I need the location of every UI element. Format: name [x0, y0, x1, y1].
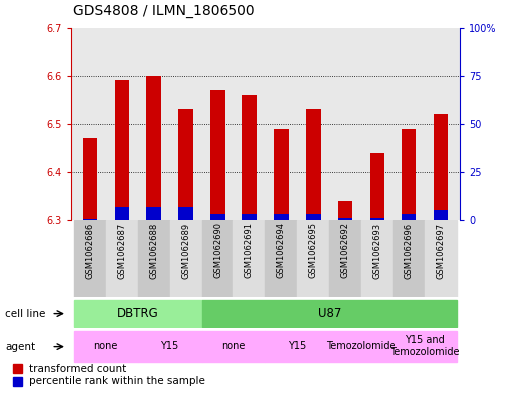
Bar — [210, 90, 225, 220]
Bar — [138, 220, 169, 297]
Bar — [201, 300, 457, 327]
Bar — [178, 207, 193, 220]
Bar — [393, 331, 457, 362]
Bar — [210, 214, 225, 220]
Bar — [201, 220, 233, 297]
Bar — [233, 220, 266, 297]
Bar — [169, 220, 201, 297]
Text: agent: agent — [5, 342, 36, 352]
Bar — [370, 218, 384, 220]
Text: GSM1062687: GSM1062687 — [117, 222, 126, 279]
Bar — [266, 220, 298, 297]
Text: percentile rank within the sample: percentile rank within the sample — [29, 376, 204, 386]
Bar — [242, 214, 257, 220]
Bar — [74, 300, 201, 327]
Bar — [402, 129, 416, 220]
Bar — [361, 220, 393, 297]
Text: DBTRG: DBTRG — [117, 307, 158, 320]
Text: U87: U87 — [317, 307, 341, 320]
Bar — [83, 138, 97, 220]
Bar — [106, 220, 138, 297]
Text: Y15 and
Temozolomide: Y15 and Temozolomide — [390, 336, 460, 357]
Text: GSM1062692: GSM1062692 — [341, 222, 350, 278]
Bar — [266, 331, 329, 362]
Bar — [402, 214, 416, 220]
Text: none: none — [94, 341, 118, 351]
Bar — [329, 331, 393, 362]
Text: GDS4808 / ILMN_1806500: GDS4808 / ILMN_1806500 — [73, 4, 255, 18]
Bar — [201, 331, 266, 362]
Text: GSM1062688: GSM1062688 — [149, 222, 158, 279]
Bar — [338, 201, 353, 220]
Bar — [74, 220, 106, 297]
Bar — [370, 152, 384, 220]
Text: Y15: Y15 — [161, 341, 179, 351]
Bar — [274, 129, 289, 220]
Text: GSM1062694: GSM1062694 — [277, 222, 286, 278]
Text: transformed count: transformed count — [29, 364, 126, 374]
Text: cell line: cell line — [5, 309, 46, 319]
Text: GSM1062697: GSM1062697 — [437, 222, 446, 279]
Bar — [298, 220, 329, 297]
Bar — [242, 95, 257, 220]
Bar — [146, 76, 161, 220]
Text: GSM1062686: GSM1062686 — [85, 222, 94, 279]
Bar — [434, 114, 448, 220]
Bar — [138, 331, 201, 362]
Text: none: none — [221, 341, 246, 351]
Bar — [115, 81, 129, 220]
Text: Temozolomide: Temozolomide — [326, 341, 396, 351]
Bar — [178, 109, 193, 220]
Bar — [338, 218, 353, 220]
Text: GSM1062690: GSM1062690 — [213, 222, 222, 278]
Bar — [83, 219, 97, 220]
Text: GSM1062691: GSM1062691 — [245, 222, 254, 278]
Bar — [329, 220, 361, 297]
Bar — [146, 207, 161, 220]
Text: Y15: Y15 — [288, 341, 306, 351]
Text: GSM1062696: GSM1062696 — [405, 222, 414, 279]
Text: GSM1062695: GSM1062695 — [309, 222, 318, 278]
Bar — [74, 331, 138, 362]
Text: GSM1062689: GSM1062689 — [181, 222, 190, 279]
Text: GSM1062693: GSM1062693 — [373, 222, 382, 279]
Bar — [434, 210, 448, 220]
Bar — [274, 214, 289, 220]
Bar — [115, 207, 129, 220]
Bar — [306, 214, 321, 220]
Bar — [425, 220, 457, 297]
Bar — [393, 220, 425, 297]
Bar — [306, 109, 321, 220]
